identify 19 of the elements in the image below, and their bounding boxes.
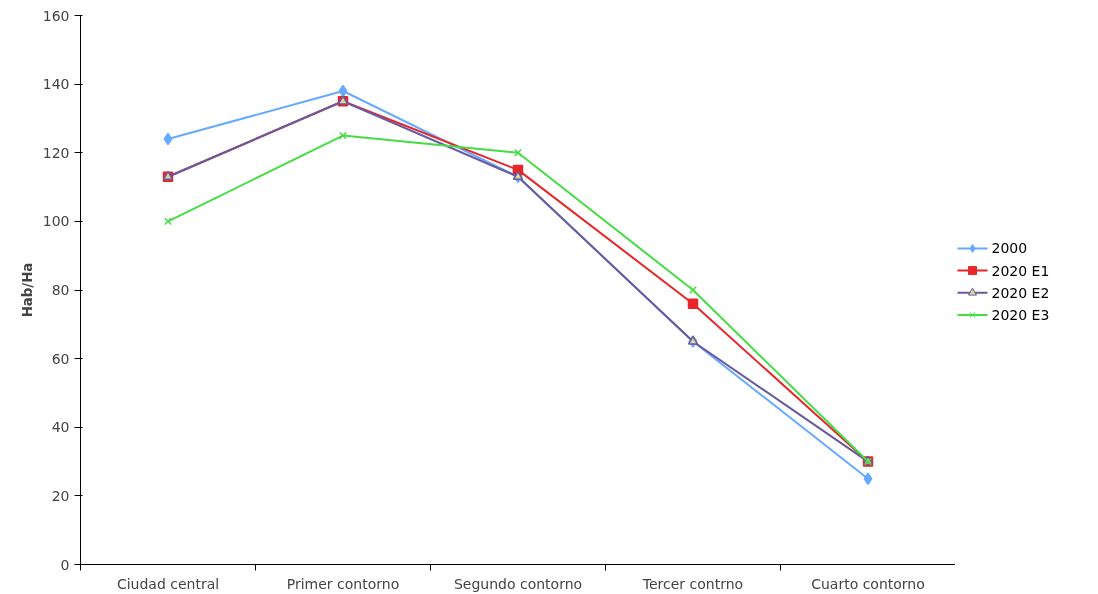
y-tick-label: 20 xyxy=(51,487,70,504)
y-tick-label: 0 xyxy=(60,556,70,573)
y-tick-label: 60 xyxy=(51,350,70,367)
y-tick-label: 120 xyxy=(42,144,70,161)
x-tick-label: Ciudad central xyxy=(116,575,220,592)
legend-label: 2020 E3 xyxy=(991,306,1050,323)
x-tick-label: Tercer contrno xyxy=(641,575,744,592)
y-axis-title: Hab/Ha xyxy=(19,262,35,318)
x-tick-label: Cuarto contorno xyxy=(811,575,925,592)
y-tick-label: 80 xyxy=(51,282,70,298)
y-tick-label: 40 xyxy=(51,419,70,436)
y-tick-label: 160 xyxy=(42,7,70,24)
legend-label: 2020 E1 xyxy=(991,262,1050,279)
x-tick-label: Segundo contorno xyxy=(453,575,583,592)
legend-label: 2020 E2 xyxy=(991,284,1050,301)
x-tick-label: Primer contorno xyxy=(286,575,400,592)
legend-label: 2000 xyxy=(991,240,1028,257)
y-tick-label: 140 xyxy=(42,76,70,93)
y-tick-label: 100 xyxy=(42,213,70,230)
